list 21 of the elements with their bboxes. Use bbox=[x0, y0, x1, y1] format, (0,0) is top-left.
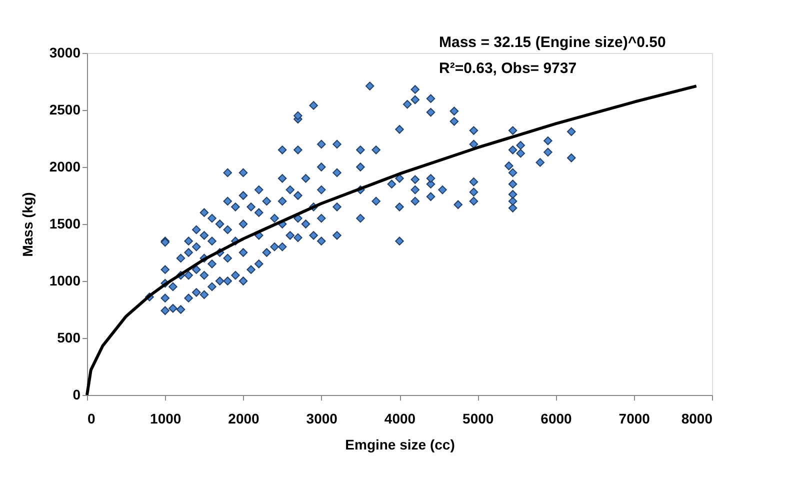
y-tick-label: 0 bbox=[72, 386, 81, 402]
y-tick-label: 1500 bbox=[49, 216, 81, 232]
y-tick-label: 2500 bbox=[49, 102, 81, 118]
line-series bbox=[86, 84, 698, 396]
x-tick-label: 2000 bbox=[228, 410, 260, 426]
x-tick-label: 6000 bbox=[540, 410, 572, 426]
x-tick-label: 7000 bbox=[618, 410, 650, 426]
x-tick-label: 8000 bbox=[681, 410, 713, 426]
y-tick-label: 1000 bbox=[49, 272, 81, 288]
x-tick-label: 1000 bbox=[150, 410, 182, 426]
x-tick-label: 5000 bbox=[462, 410, 494, 426]
text: Mass = 32.15 (Engine size)^0.50 bbox=[439, 34, 666, 51]
x-tick-label: 0 bbox=[88, 410, 96, 426]
x-axis-title: Emgine size (cc) bbox=[345, 436, 455, 452]
annotation: R²=0.63, Obs= 9737 bbox=[439, 60, 577, 77]
y-axis-title: Mass (kg) bbox=[19, 192, 36, 257]
y-tick-label: 500 bbox=[57, 330, 81, 346]
x-tick-label: 3000 bbox=[306, 410, 338, 426]
y-tick-label: 2000 bbox=[49, 158, 81, 174]
y-tick-label: 3000 bbox=[49, 44, 81, 60]
x-tick-label: 4000 bbox=[384, 410, 416, 426]
